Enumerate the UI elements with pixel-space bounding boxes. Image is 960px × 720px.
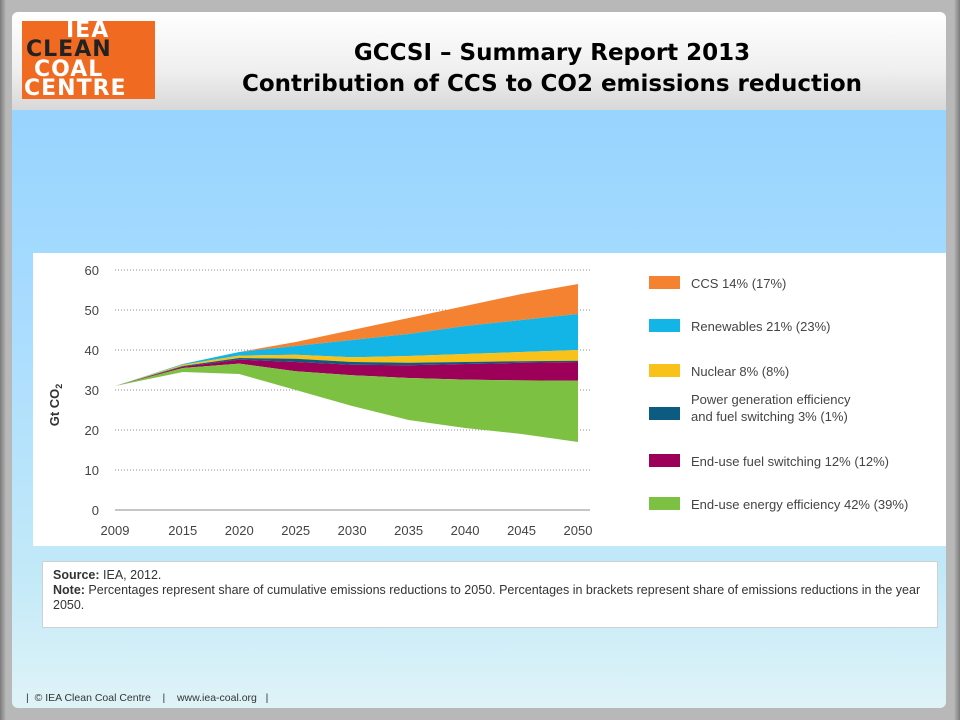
legend-swatch bbox=[649, 407, 680, 420]
title-line-2: Contribution of CCS to CO2 emissions red… bbox=[241, 71, 863, 97]
area-band bbox=[115, 358, 578, 386]
legend-swatch bbox=[649, 276, 680, 289]
legend-label: End-use fuel switching 12% (12%) bbox=[691, 454, 889, 469]
y-axis-label-main: Gt CO bbox=[47, 389, 62, 427]
legend-label: Nuclear 8% (8%) bbox=[691, 364, 789, 379]
y-axis-label-sub: 2 bbox=[54, 384, 64, 389]
area-band bbox=[115, 359, 578, 386]
note-text: Percentages represent share of cumulativ… bbox=[53, 583, 921, 612]
chart-areas bbox=[115, 284, 578, 442]
legend: CCS 14% (17%) Renewables 21% (23%) Nuclear… bbox=[649, 276, 908, 512]
x-tick-label: 2045 bbox=[507, 523, 536, 538]
footer-sep-3: | bbox=[256, 692, 269, 704]
slide-title: GCCSI – Summary Report 2013 Contribution… bbox=[192, 38, 912, 100]
area-band bbox=[115, 314, 578, 386]
note-label: Note: bbox=[53, 583, 85, 597]
y-tick-label: 40 bbox=[85, 343, 99, 358]
logo-line-3: COAL bbox=[34, 57, 104, 82]
x-tick-label: 2050 bbox=[564, 523, 593, 538]
slide: IEA CLEAN COAL CENTRE GCCSI – Summary Re… bbox=[12, 12, 946, 708]
y-tick-label: 0 bbox=[92, 503, 99, 518]
legend-swatch bbox=[649, 454, 680, 467]
footer-sep-1: | bbox=[26, 692, 35, 704]
x-tick-label: 2025 bbox=[281, 523, 310, 538]
source-text: IEA, 2012. bbox=[99, 568, 162, 582]
source-label: Source: bbox=[53, 568, 100, 582]
y-axis-label: Gt CO2 bbox=[47, 384, 64, 427]
area-band bbox=[115, 284, 578, 386]
legend-label: End-use energy efficiency 42% (39%) bbox=[691, 497, 908, 512]
logo-line-2: CLEAN bbox=[26, 37, 112, 62]
x-tick-label: 2040 bbox=[451, 523, 480, 538]
x-tick-label: 2035 bbox=[394, 523, 423, 538]
logo-line-4: CENTRE bbox=[24, 76, 127, 100]
footer-url[interactable]: www.iea-coal.org bbox=[176, 692, 257, 704]
source-line: Source: IEA, 2012. bbox=[53, 568, 927, 583]
x-tick-label: 2009 bbox=[101, 523, 130, 538]
note-line: Note: Percentages represent share of cum… bbox=[53, 583, 927, 613]
footer: | © IEA Clean Coal Centre | www.iea-coal… bbox=[26, 692, 268, 704]
y-tick-label: 30 bbox=[85, 383, 99, 398]
legend-swatch bbox=[649, 497, 680, 510]
legend-swatch bbox=[649, 319, 680, 332]
title-line-1: GCCSI – Summary Report 2013 bbox=[353, 40, 751, 66]
x-tick-label: 2030 bbox=[338, 523, 367, 538]
footer-copyright: © IEA Clean Coal Centre bbox=[34, 692, 151, 704]
y-tick-label: 50 bbox=[85, 303, 99, 318]
legend-label: Renewables 21% (23%) bbox=[691, 319, 830, 334]
iea-clean-coal-centre-logo: IEA CLEAN COAL CENTRE bbox=[22, 21, 155, 99]
chart-panel: 0 10 20 30 40 50 60 2009 2015 2020 2025 2030 2035 204… bbox=[33, 253, 946, 546]
legend-label: and fuel switching 3% (1%) bbox=[691, 409, 848, 424]
y-tick-label: 20 bbox=[85, 423, 99, 438]
logo-line-1: IEA bbox=[66, 21, 110, 43]
legend-swatch bbox=[649, 364, 680, 377]
legend-label: Power generation efficiency bbox=[691, 392, 851, 407]
y-tick-label: 10 bbox=[85, 463, 99, 478]
x-tick-label: 2020 bbox=[225, 523, 254, 538]
legend-label: CCS 14% (17%) bbox=[691, 276, 786, 291]
area-band bbox=[115, 363, 578, 442]
footer-sep-2: | bbox=[150, 692, 177, 704]
source-panel: Source: IEA, 2012. Note: Percentages rep… bbox=[42, 561, 938, 628]
area-band bbox=[115, 350, 578, 386]
y-tick-label: 60 bbox=[85, 263, 99, 278]
header: IEA CLEAN COAL CENTRE GCCSI – Summary Re… bbox=[12, 12, 946, 110]
x-tick-label: 2015 bbox=[168, 523, 197, 538]
